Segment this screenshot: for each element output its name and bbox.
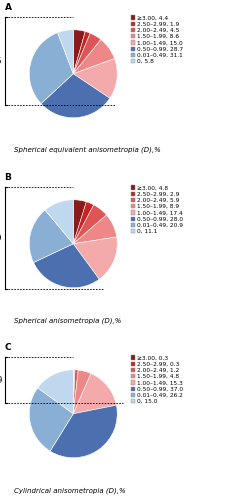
- Wedge shape: [73, 202, 94, 244]
- Wedge shape: [29, 210, 73, 262]
- Wedge shape: [38, 370, 73, 414]
- Wedge shape: [73, 370, 78, 414]
- Wedge shape: [73, 40, 114, 74]
- Wedge shape: [73, 200, 86, 244]
- Wedge shape: [73, 237, 117, 279]
- Text: Cylindrical anisometropia (D),%: Cylindrical anisometropia (D),%: [14, 487, 125, 494]
- Wedge shape: [73, 32, 90, 74]
- Legend: ≥3.00, 0.3, 2.50–2.99, 0.3, 2.00–2.49, 1.2, 1.50–1.99, 4.8, 1.00–1.49, 15.3, 0.5: ≥3.00, 0.3, 2.50–2.99, 0.3, 2.00–2.49, 1…: [131, 356, 183, 404]
- Text: 34.5: 34.5: [0, 57, 2, 66]
- Legend: ≥3.00, 4.4, 2.50–2.99, 1.9, 2.00–2.49, 4.5, 1.50–1.99, 8.6, 1.00–1.49, 15.0, 0.5: ≥3.00, 4.4, 2.50–2.99, 1.9, 2.00–2.49, 4…: [131, 16, 183, 64]
- Wedge shape: [58, 30, 73, 74]
- Wedge shape: [29, 32, 73, 104]
- Wedge shape: [73, 30, 85, 74]
- Wedge shape: [45, 200, 73, 244]
- Wedge shape: [73, 374, 116, 414]
- Text: B: B: [5, 172, 11, 182]
- Wedge shape: [73, 58, 117, 98]
- Wedge shape: [73, 33, 101, 74]
- Wedge shape: [50, 405, 117, 458]
- Wedge shape: [29, 388, 73, 451]
- Wedge shape: [73, 370, 75, 414]
- Wedge shape: [73, 370, 91, 414]
- Wedge shape: [41, 74, 110, 118]
- Text: 39.9: 39.9: [0, 234, 2, 243]
- Wedge shape: [33, 244, 99, 288]
- Legend: ≥3.00, 4.8, 2.50–2.99, 2.9, 2.00–2.49, 5.9, 1.50–1.99, 8.9, 1.00–1.49, 17.4, 0.5: ≥3.00, 4.8, 2.50–2.99, 2.9, 2.00–2.49, 5…: [131, 186, 183, 234]
- Wedge shape: [73, 215, 117, 244]
- Text: A: A: [5, 2, 12, 12]
- Text: 21.9: 21.9: [0, 376, 2, 384]
- Text: C: C: [5, 342, 11, 351]
- Text: Spherical equivalent anisometropia (D),%: Spherical equivalent anisometropia (D),%: [14, 147, 161, 154]
- Wedge shape: [73, 205, 106, 244]
- Text: Spherical anisometropia (D),%: Spherical anisometropia (D),%: [14, 317, 121, 324]
- Wedge shape: [73, 370, 74, 414]
